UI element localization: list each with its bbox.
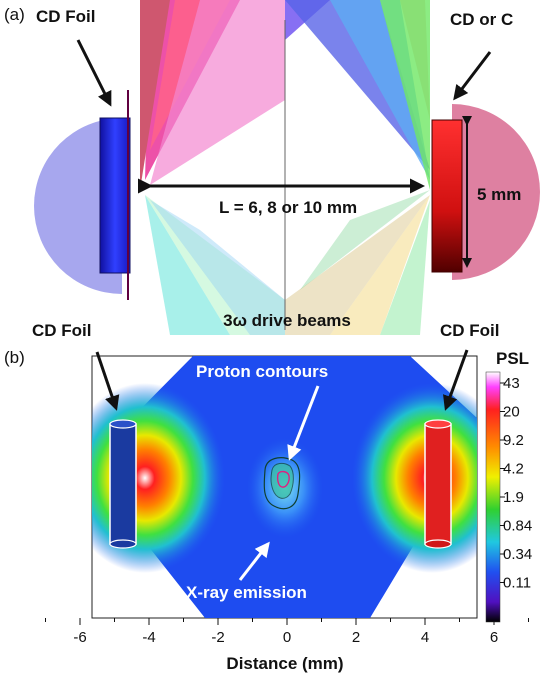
x-tick-label: 4 xyxy=(421,629,429,646)
proton-label: Proton contours xyxy=(196,362,328,381)
colorbar-title: PSL xyxy=(496,349,529,368)
right-foil-arrow xyxy=(453,51,492,101)
colorbar-tick-label: 0.84 xyxy=(503,518,532,535)
colorbar xyxy=(485,371,501,623)
contour-middle xyxy=(270,462,294,499)
size-label: 5 mm xyxy=(477,185,521,204)
x-tick-label: 6 xyxy=(490,629,498,646)
right-foil-b xyxy=(424,419,452,549)
x-tick-label: -4 xyxy=(142,629,155,646)
colorbar-tick-label: 1.9 xyxy=(503,489,524,506)
left-foil-arrow-b xyxy=(95,351,120,411)
xray-label: X-ray emission xyxy=(186,583,307,602)
colorbar-tick-label: 43 xyxy=(503,375,520,392)
left-foil-label-b: CD Foil xyxy=(32,321,92,340)
beams-label: 3ω drive beams xyxy=(223,311,351,330)
x-tick-label: -6 xyxy=(73,629,86,646)
x-axis-label: Distance (mm) xyxy=(226,654,343,673)
panel-a: (a) L = 6, 8 or xyxy=(4,0,540,335)
separation-label: L = 6, 8 or 10 mm xyxy=(219,198,357,217)
left-foil xyxy=(99,117,131,274)
left-foil-arrow xyxy=(76,39,112,107)
panel-a-label: (a) xyxy=(4,5,25,24)
x-tick-label: 0 xyxy=(283,629,291,646)
colorbar-tick-label: 20 xyxy=(503,404,520,421)
colorbar-tick-label: 9.2 xyxy=(503,432,524,449)
contour-outer xyxy=(263,457,301,510)
colorbar-ticks: 43 20 9.2 4.2 1.9 0.84 0.34 0.11 xyxy=(500,375,532,592)
panel-b-label: (b) xyxy=(4,348,25,367)
right-foil-label-b: CD Foil xyxy=(440,321,500,340)
right-foil-arrow-b xyxy=(443,349,469,411)
contour-inner xyxy=(276,470,290,488)
right-foil-label: CD or C xyxy=(450,10,513,29)
colorbar-tick-label: 4.2 xyxy=(503,461,524,478)
colorbar-tick-label: 0.11 xyxy=(503,575,531,592)
colorbar-tick-label: 0.34 xyxy=(503,546,532,563)
left-foil-label: CD Foil xyxy=(36,7,96,26)
left-emission xyxy=(92,383,225,573)
x-tick-label: -2 xyxy=(211,629,224,646)
right-foil xyxy=(431,119,463,273)
x-tick-label: 2 xyxy=(352,629,360,646)
xray-arrow xyxy=(238,541,270,581)
x-axis: -6 -4 -2 0 2 4 6 xyxy=(45,618,529,646)
right-hemisphere xyxy=(452,104,540,280)
panel-b: (b) CD Foil CD Foil Proto xyxy=(4,321,532,673)
proton-arrow xyxy=(287,385,320,461)
drive-beams xyxy=(140,0,430,335)
left-foil-b xyxy=(109,419,137,549)
